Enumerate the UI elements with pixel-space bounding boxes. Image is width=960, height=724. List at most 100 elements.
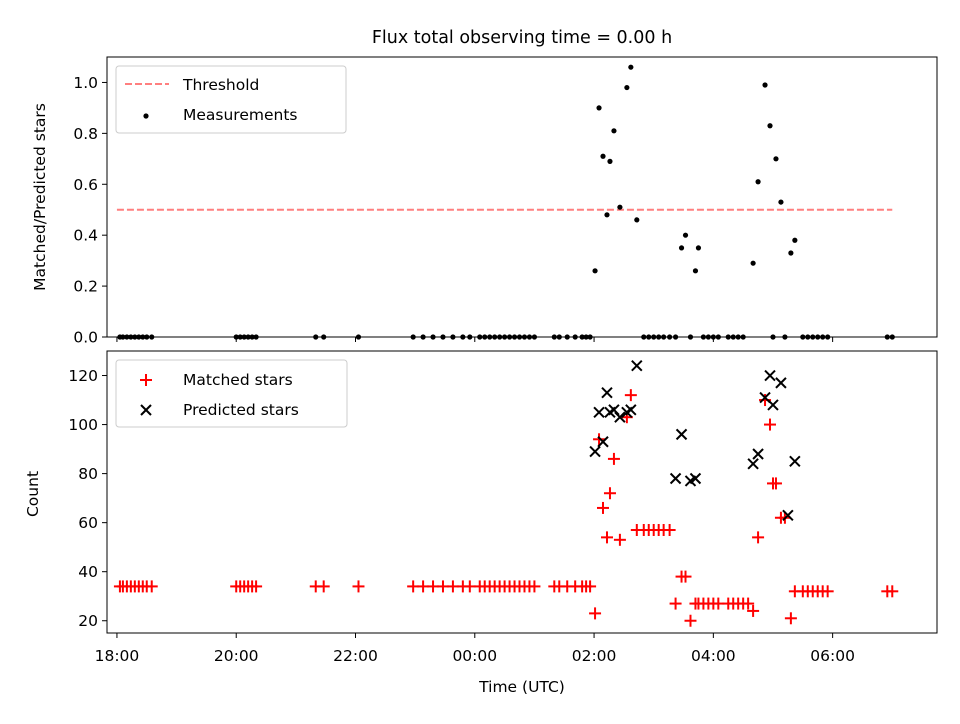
bottom-legend-box — [115, 359, 348, 428]
measurement-point — [750, 260, 756, 266]
bottom-xaxis: 18:00 20:00 22:00 00:00 02:00 04:00 06:00 — [95, 633, 855, 665]
x-tick-label: 06:00 — [810, 647, 855, 665]
measurement-point — [634, 217, 640, 223]
predicted-star-point — [789, 455, 801, 468]
matched-star-point — [250, 580, 263, 593]
y-tick-label: 80 — [78, 465, 98, 483]
bottom-legend: Matched stars Predicted stars — [115, 359, 348, 428]
matched-star-point — [669, 597, 682, 610]
matched-star-point — [607, 452, 620, 465]
predicted-star-point — [631, 360, 643, 372]
measurement-point — [600, 153, 606, 159]
legend-predicted-label: Predicted stars — [183, 401, 299, 419]
predicted-star-point — [767, 399, 779, 411]
y-tick-label: 1.0 — [73, 74, 98, 92]
predicted-star-point — [689, 472, 702, 485]
predicted-star-point — [752, 448, 764, 460]
top-legend: Threshold Measurements — [115, 65, 347, 134]
y-tick-label: 0.0 — [73, 329, 98, 347]
top-legend-box — [115, 65, 347, 134]
x-tick-label: 04:00 — [691, 647, 736, 665]
measurement-point — [695, 245, 702, 251]
y-tick-label: 0.8 — [73, 125, 98, 143]
predicted-star-point — [589, 445, 601, 458]
measurement-point — [762, 82, 768, 88]
measurement-point — [607, 158, 613, 164]
chart-title: Flux total observing time = 0.00 h — [372, 28, 672, 48]
top-axes-frame — [106, 56, 938, 338]
measurement-point — [767, 123, 773, 129]
matched-star-point — [742, 597, 755, 610]
y-tick-label: 0.6 — [73, 176, 98, 194]
bottom-panel: Count Time (UTC) 20 40 60 80 100 120 18:00 20:… — [24, 350, 938, 696]
measurement-point — [624, 84, 630, 91]
y-tick-label: 120 — [68, 367, 98, 385]
measurement-point — [778, 199, 784, 205]
measurement-point — [592, 268, 598, 274]
matched-star-point — [597, 501, 610, 514]
predicted-star-point — [593, 406, 605, 419]
bottom-yaxis: 20 40 60 80 100 120 — [68, 367, 107, 630]
y-tick-label: 0.4 — [73, 227, 98, 245]
matched-star-point — [603, 487, 616, 500]
y-tick-label: 20 — [78, 612, 98, 630]
predicted-star-point — [782, 509, 794, 522]
x-tick-label: 00:00 — [452, 647, 497, 665]
matched-star-point — [769, 477, 782, 490]
x-tick-label: 02:00 — [572, 647, 617, 665]
measurement-point — [611, 128, 617, 134]
measurement-point — [682, 232, 689, 238]
legend-predicted-swatch — [140, 404, 152, 416]
bottom-ylabel: Count — [24, 471, 42, 517]
legend-threshold-label: Threshold — [182, 76, 259, 94]
predicted-star-point — [597, 436, 609, 448]
matched-star-point — [684, 614, 697, 627]
predicted-star-point — [625, 404, 637, 416]
legend-measurements-swatch — [143, 113, 149, 119]
x-tick-label: 18:00 — [95, 647, 140, 665]
matched-star-point — [145, 580, 158, 593]
top-xaxis — [116, 337, 834, 342]
matched-star-point — [663, 524, 676, 537]
predicted-star-point — [747, 458, 759, 470]
matched-star-point — [764, 418, 777, 431]
matched-star-point — [528, 580, 541, 593]
matched-star-point — [784, 612, 797, 625]
top-panel: Matched/Predicted stars 0.0 0.2 0.4 0.6 0.8 1… — [31, 56, 938, 347]
y-tick-label: 100 — [68, 416, 98, 434]
y-tick-label: 40 — [78, 563, 98, 581]
legend-matched-label: Matched stars — [183, 371, 293, 389]
matched-star-point — [886, 585, 899, 598]
predicted-star-point — [764, 369, 776, 382]
measurement-point — [628, 64, 634, 70]
matched-star-point — [593, 433, 606, 446]
matched-star-point — [352, 580, 365, 593]
y-tick-label: 60 — [78, 514, 98, 532]
top-ylabel: Matched/Predicted stars — [31, 103, 49, 291]
measurement-point — [773, 156, 779, 162]
matched-star-point — [317, 580, 330, 593]
x-tick-label: 20:00 — [214, 647, 259, 665]
predicted-star-point — [614, 411, 626, 423]
matched-star-point — [613, 533, 626, 546]
bottom-plot-area — [113, 360, 899, 627]
legend-matched-swatch — [140, 374, 152, 386]
measurement-point — [604, 212, 610, 218]
matched-star-point — [747, 604, 760, 617]
measurement-point — [596, 105, 602, 111]
top-yaxis: 0.0 0.2 0.4 0.6 0.8 1.0 — [73, 74, 107, 347]
measurement-point — [617, 204, 623, 210]
predicted-star-point — [601, 386, 613, 399]
matched-star-point — [584, 580, 597, 593]
bottom-xlabel: Time (UTC) — [478, 678, 565, 696]
measurement-point — [692, 268, 699, 274]
measurement-point — [755, 179, 761, 185]
matched-star-point — [821, 585, 834, 598]
matched-star-point — [589, 607, 602, 620]
predicted-star-point — [675, 428, 688, 441]
y-tick-label: 0.2 — [73, 278, 98, 296]
matched-star-point — [752, 531, 765, 544]
x-tick-label: 22:00 — [333, 647, 378, 665]
measurement-point — [792, 237, 798, 243]
